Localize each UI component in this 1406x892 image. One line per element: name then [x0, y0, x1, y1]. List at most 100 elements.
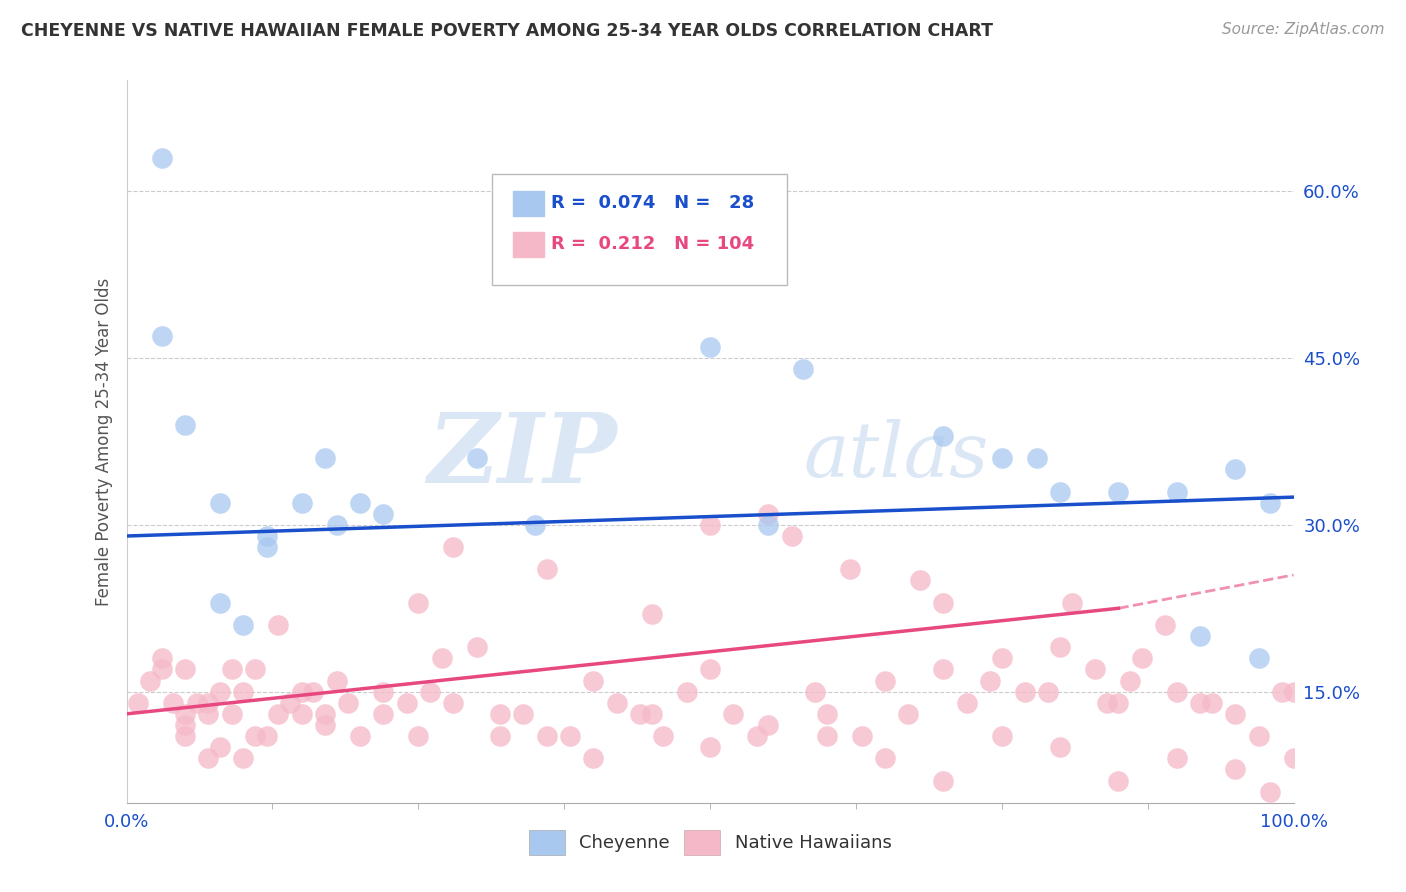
Point: [1282, 684, 1305, 698]
Point: [243, 729, 266, 743]
Point: [373, 507, 395, 521]
Y-axis label: Female Poverty Among 25-34 Year Olds: Female Poverty Among 25-34 Year Olds: [94, 277, 112, 606]
Point: [1025, 451, 1047, 466]
Point: [956, 696, 979, 710]
Point: [314, 706, 336, 721]
Point: [174, 718, 197, 732]
Point: [1189, 696, 1212, 710]
Point: [465, 451, 488, 466]
Point: [699, 517, 721, 532]
Point: [536, 562, 558, 576]
Point: [756, 507, 779, 521]
Point: [267, 618, 290, 632]
Point: [290, 706, 312, 721]
Point: [208, 740, 231, 755]
Point: [232, 684, 254, 698]
Point: [756, 517, 779, 532]
Point: [162, 696, 184, 710]
Point: [804, 684, 827, 698]
Point: [524, 517, 547, 532]
Point: [441, 540, 464, 554]
Point: [208, 596, 231, 610]
Point: [1049, 740, 1071, 755]
Point: [314, 718, 336, 732]
Point: [232, 751, 254, 765]
Point: [1108, 773, 1130, 788]
Point: [815, 729, 838, 743]
Point: [1014, 684, 1036, 698]
Text: CHEYENNE VS NATIVE HAWAIIAN FEMALE POVERTY AMONG 25-34 YEAR OLDS CORRELATION CHA: CHEYENNE VS NATIVE HAWAIIAN FEMALE POVER…: [21, 22, 993, 40]
Point: [756, 718, 779, 732]
Point: [325, 517, 347, 532]
Point: [839, 562, 862, 576]
Point: [932, 596, 955, 610]
Point: [441, 696, 464, 710]
Point: [1189, 629, 1212, 643]
Text: R =  0.074   N =   28: R = 0.074 N = 28: [551, 194, 755, 212]
Point: [408, 729, 430, 743]
Point: [780, 529, 803, 543]
Point: [208, 496, 231, 510]
Point: [290, 684, 312, 698]
Point: [1049, 640, 1071, 655]
Point: [990, 729, 1012, 743]
Point: [558, 729, 581, 743]
Point: [373, 706, 395, 721]
Text: Source: ZipAtlas.com: Source: ZipAtlas.com: [1222, 22, 1385, 37]
Point: [465, 640, 488, 655]
Point: [675, 684, 697, 698]
Point: [606, 696, 628, 710]
Point: [221, 662, 243, 676]
Point: [1201, 696, 1223, 710]
Point: [932, 429, 955, 443]
Point: [373, 684, 395, 698]
Point: [1166, 684, 1188, 698]
Point: [1154, 618, 1177, 632]
Point: [1166, 751, 1188, 765]
Point: [1130, 651, 1153, 665]
Point: [1038, 684, 1060, 698]
Point: [536, 729, 558, 743]
Point: [582, 673, 605, 688]
Point: [430, 651, 453, 665]
Point: [1258, 785, 1281, 799]
Point: [1060, 596, 1083, 610]
Point: [197, 696, 219, 710]
Point: [408, 596, 430, 610]
Point: [875, 751, 897, 765]
Legend: Cheyenne, Native Hawaiians: Cheyenne, Native Hawaiians: [522, 822, 898, 863]
Point: [875, 673, 897, 688]
Point: [1282, 751, 1305, 765]
Point: [932, 662, 955, 676]
Point: [897, 706, 920, 721]
Point: [150, 662, 173, 676]
Point: [419, 684, 441, 698]
Point: [349, 496, 371, 510]
Point: [186, 696, 208, 710]
Point: [990, 651, 1012, 665]
Point: [1223, 763, 1247, 777]
Point: [932, 773, 955, 788]
Point: [699, 740, 721, 755]
Point: [512, 706, 534, 721]
Point: [792, 362, 814, 376]
Point: [990, 451, 1012, 466]
Point: [395, 696, 418, 710]
Point: [723, 706, 745, 721]
Point: [325, 673, 347, 688]
Point: [278, 696, 301, 710]
Point: [243, 662, 266, 676]
Point: [221, 706, 243, 721]
Point: [1223, 462, 1247, 476]
Point: [174, 417, 197, 432]
Point: [197, 706, 219, 721]
Point: [256, 529, 278, 543]
Point: [150, 651, 173, 665]
Point: [652, 729, 675, 743]
Point: [174, 729, 197, 743]
Point: [150, 329, 173, 343]
Point: [267, 706, 290, 721]
Text: atlas: atlas: [803, 419, 988, 493]
Point: [232, 618, 254, 632]
Point: [640, 706, 664, 721]
